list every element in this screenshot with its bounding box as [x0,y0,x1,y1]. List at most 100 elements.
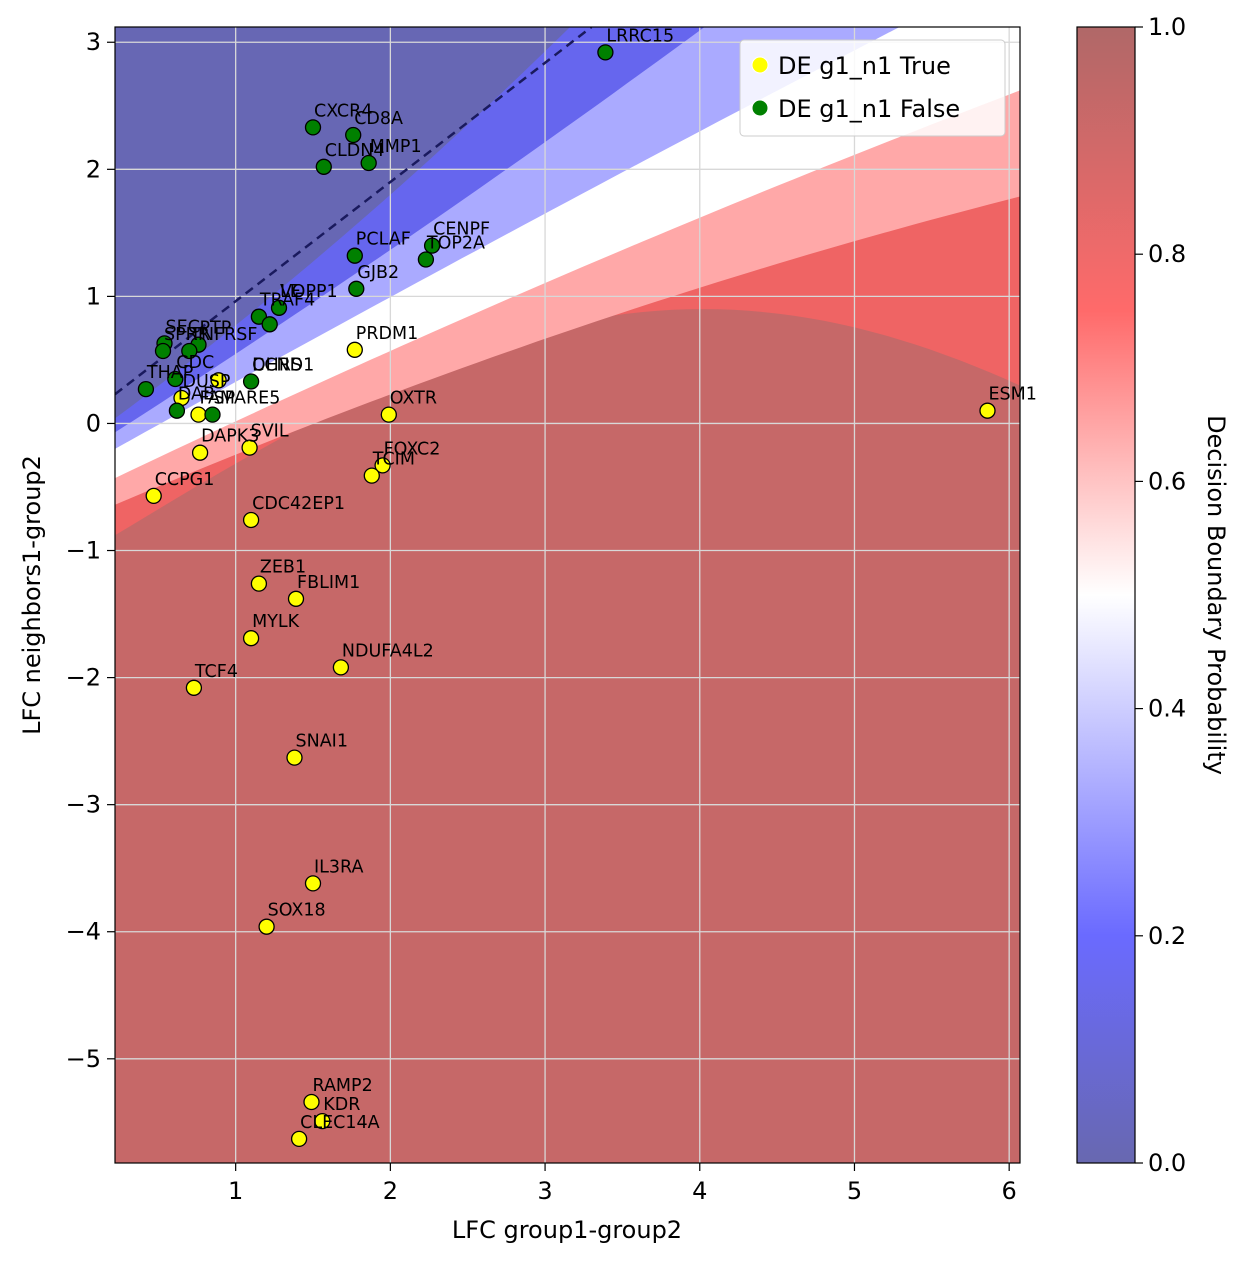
label-traf4: TRAF4 [259,291,315,311]
point-sox18 [258,918,275,935]
point-cxcr4 [304,119,322,136]
y-tick-label: −2 [66,664,101,692]
label-il3ra: IL3RA [314,857,363,877]
point-dapk3 [191,444,209,461]
label-fblim1: FBLIM1 [297,573,360,593]
point-tcf4 [185,679,203,696]
label-top2a: TOP2A [426,234,485,254]
label-cxcr4: CXCR4 [314,101,372,121]
x-tick-label: 3 [537,1177,552,1205]
colorbar-ticks: 0.0 0.2 0.4 0.6 0.8 1.0 [1135,13,1186,1177]
y-tick-label: −3 [66,791,101,819]
label-ccpg1: CCPG1 [155,470,215,490]
x-tick-label: 2 [383,1177,398,1205]
y-axis-ticks: −5 −4 −3 −2 −1 0 1 2 3 [66,28,115,1073]
point-clec14a [290,1130,308,1148]
point-tcim [363,467,380,484]
point-spare5 [204,406,221,423]
label-cdc42ep1: CDC42EP1 [252,494,345,514]
label-clec14a: CLEC14A [300,1113,380,1133]
label-esm1: ESM1 [989,385,1037,405]
label-zeb1: ZEB1 [260,558,306,578]
colorbar-tick-label: 0.0 [1148,1149,1186,1177]
label-gjb2: GJB2 [357,263,399,283]
dashed-boundary-line [115,27,593,396]
legend-label-false: DE g1_n1 False [778,95,960,123]
label-oxtr: OXTR [390,389,437,409]
point-fblim1 [287,590,305,607]
label-mmp1: MMP1 [370,137,422,157]
label-prdm1: PRDM1 [356,324,418,344]
label-kdr: KDR [323,1095,360,1115]
point-thap [137,380,155,398]
point-cd8a [345,126,362,144]
label-lrrc15: LRRC15 [606,26,674,46]
point-dhrs [242,373,260,390]
colorbar: 0.0 0.2 0.4 0.6 0.8 1.0 Decision Boundary Pro… [1076,13,1230,1177]
legend-frame [739,39,1006,137]
point-cdc42ep1 [242,511,260,529]
point-fam [190,406,207,423]
legend-swatch-true [751,56,769,74]
point-ndufa4l2 [332,659,350,676]
label-tnfrsf: TNFRSF [189,325,257,345]
colorbar-tick-label: 0.4 [1148,695,1186,723]
label-dab: DAB [178,385,215,405]
point-top2a [417,251,435,268]
point-tnfrsf [181,342,198,360]
point-dab [168,402,186,419]
label-dapk3: DAPK3 [201,427,259,447]
x-tick-label: 6 [1002,1177,1017,1205]
label-sox18: SOX18 [268,901,326,921]
point-ramp2 [303,1093,320,1111]
y-tick-label: 2 [86,155,101,183]
x-tick-label: 5 [847,1177,862,1205]
x-tick-label: 4 [692,1177,707,1205]
point-kdr [314,1112,331,1130]
label-ccnd1: CCND1 [252,356,314,376]
x-tick-label: 1 [228,1177,243,1205]
decision-band-5 [115,27,1020,419]
label-cenpf: CENPF [433,220,490,240]
label-snai1: SNAI1 [296,732,348,752]
point-foxc2 [374,457,391,474]
colorbar-label: Decision Boundary Probability [1202,415,1230,775]
point-il3ra [304,875,322,892]
plot-frame [114,26,1021,1164]
y-axis-label: LFC neighbors1-group2 [18,455,46,735]
label-foxc2: FOXC2 [384,439,441,459]
colorbar-tick-label: 0.6 [1148,467,1186,495]
y-tick-label: 1 [86,282,101,310]
point-snai1 [286,749,303,766]
point-cenpf [423,237,441,254]
point-mylk [242,630,260,647]
label-ptp: PTP [200,319,232,339]
label-cdc: CDC [176,353,214,373]
grid-lines [115,27,1020,1163]
point-ccpg1 [145,487,162,505]
point-sprr [154,342,172,360]
y-tick-label: 3 [86,28,101,56]
point-lrrc15 [597,44,614,61]
colorbar-gradient [1076,26,1136,1164]
colorbar-tick-label: 0.8 [1148,240,1186,268]
legend-label-true: DE g1_n1 True [778,52,951,80]
scatter-points [137,44,996,1148]
label-tcf4: TCF4 [194,662,238,682]
colorbar-tick-label: 1.0 [1148,13,1186,41]
y-tick-label: −4 [66,918,101,946]
point-cldn4 [315,158,332,175]
point-pclaf [346,247,363,264]
label-cldn4: CLDN4 [325,141,385,161]
label-spare5: SPARE5 [214,389,281,409]
point-svil [241,439,258,456]
legend: DE g1_n1 True DE g1_n1 False [739,39,1006,137]
point-zeb1 [250,575,268,592]
label-sec: SEC [166,317,200,337]
colorbar-tick-label: 0.2 [1148,922,1186,950]
label-ramp2: RAMP2 [313,1076,373,1096]
label-le: LE [280,282,301,302]
point-oxtr [380,406,397,423]
